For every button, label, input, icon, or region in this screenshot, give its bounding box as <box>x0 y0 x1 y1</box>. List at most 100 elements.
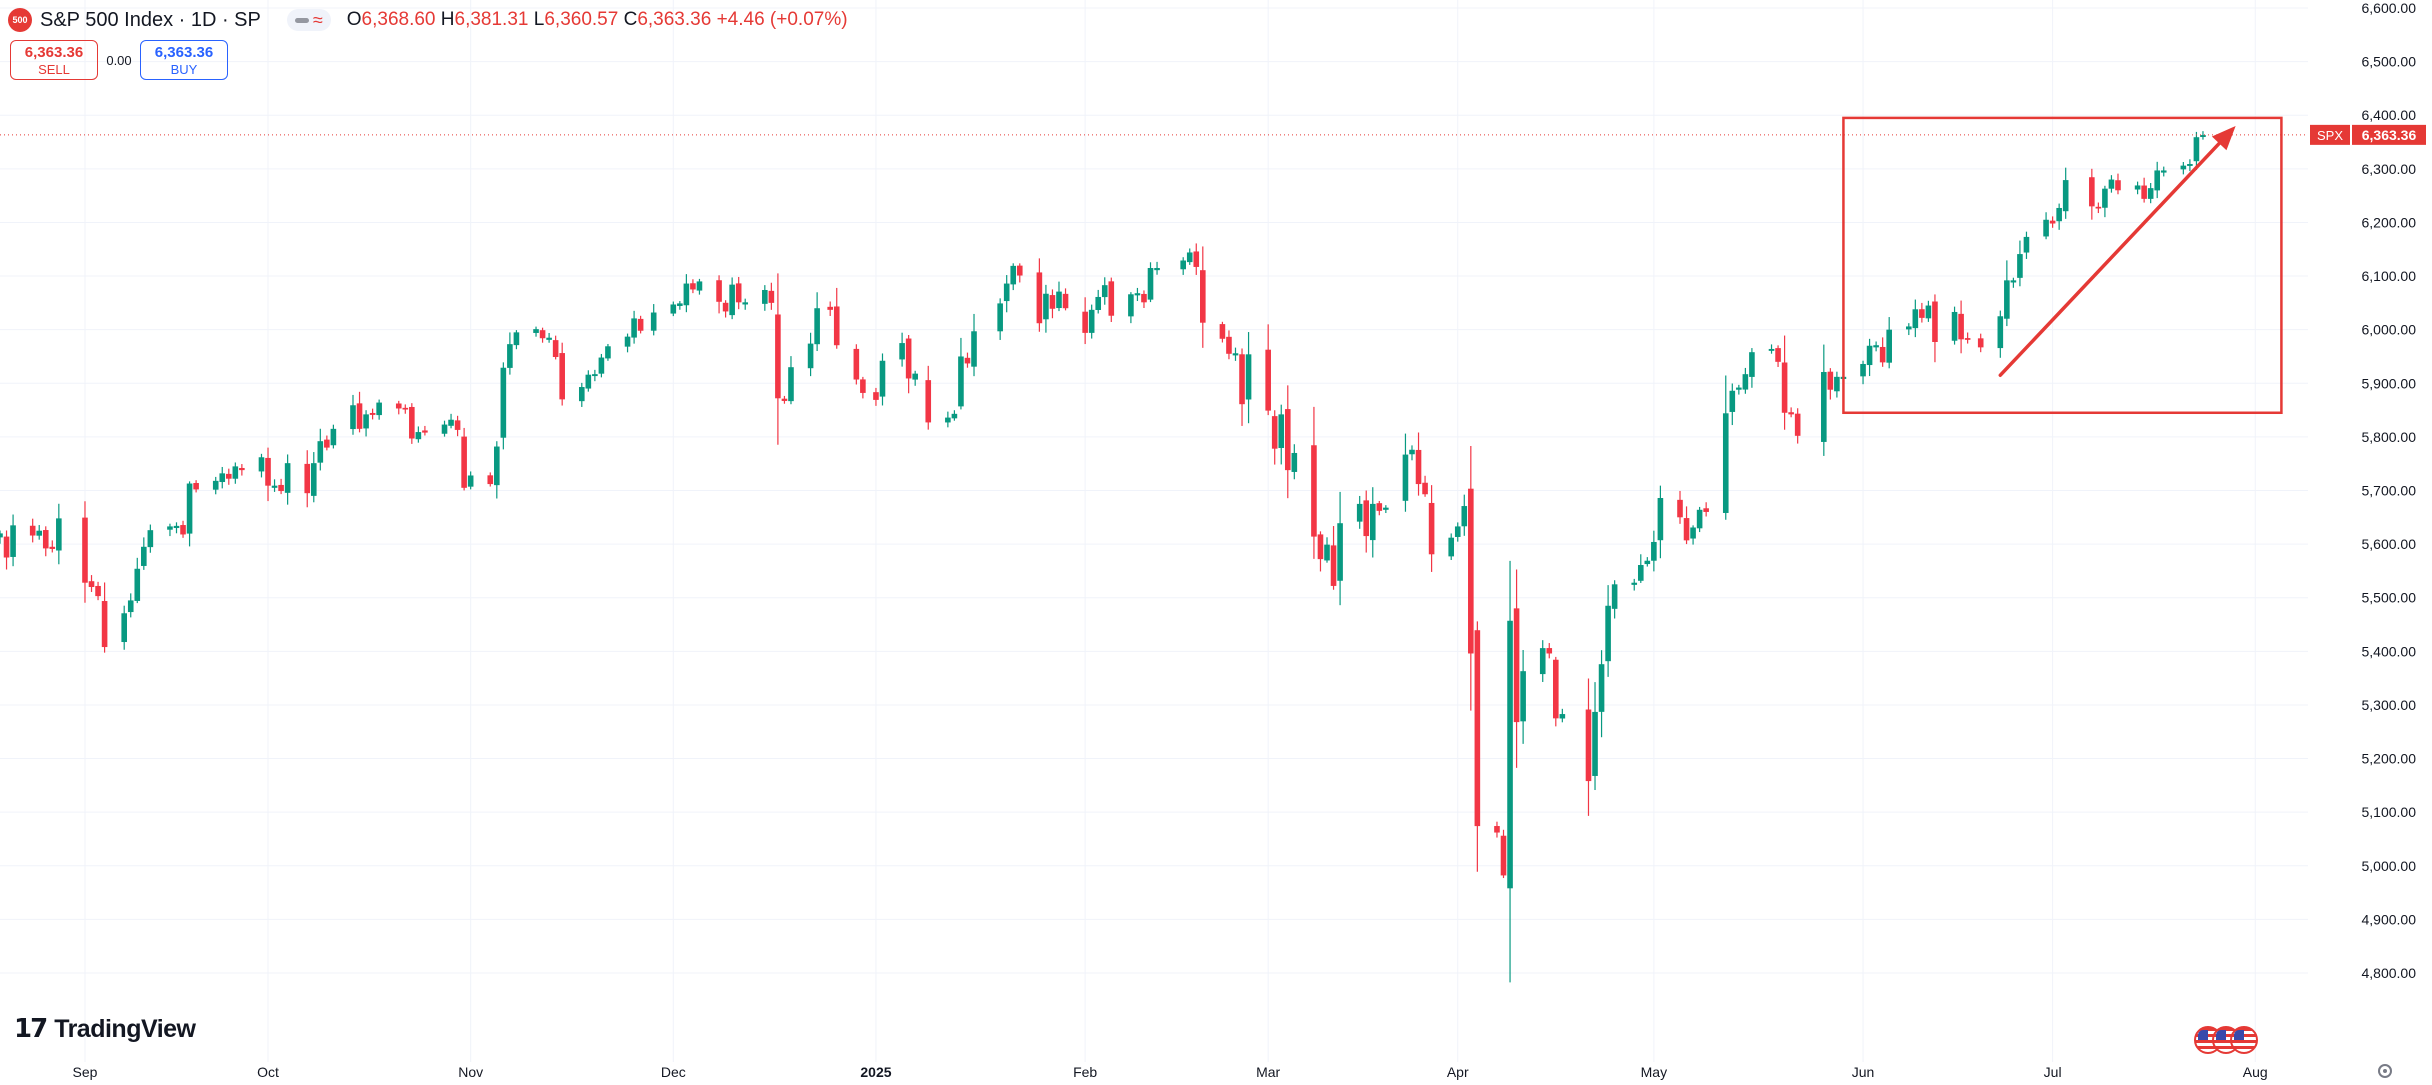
symbol-tag <box>2310 124 2350 145</box>
candle-body <box>441 424 448 434</box>
candle-body <box>605 346 611 359</box>
y-tick-label: 5,500.00 <box>2362 590 2417 606</box>
candle-body <box>1291 452 1298 472</box>
candle-body <box>781 398 788 401</box>
candle-body <box>1239 354 1245 405</box>
candle-body <box>101 601 108 648</box>
candle-body <box>363 414 369 429</box>
candle-body <box>742 302 749 305</box>
candle-body <box>716 280 722 302</box>
sell-button[interactable]: 6,363.36 SELL <box>10 40 98 80</box>
candle-body <box>1539 648 1546 675</box>
y-tick-label: 5,900.00 <box>2362 375 2417 391</box>
candle-body <box>409 406 415 439</box>
candle-body <box>1101 285 1108 298</box>
candle-body <box>873 392 879 400</box>
y-tick-label: 4,800.00 <box>2362 965 2417 981</box>
low-value: 6,360.57 <box>544 9 619 30</box>
y-tick-label: 6,200.00 <box>2362 214 2417 230</box>
collapse-icon[interactable] <box>294 17 309 23</box>
candle-body <box>624 336 631 347</box>
highlight-rectangle <box>1842 116 2283 415</box>
candle-body <box>1827 371 1834 390</box>
candle-body <box>1284 409 1291 471</box>
candle-body <box>1631 582 1638 585</box>
price-axis[interactable]: 4,800.00 4,900.00 5,000.00 5,100.00 5,200.00… <box>2310 0 2426 981</box>
sell-label: SELL <box>38 62 70 77</box>
candle-body <box>533 329 539 333</box>
candle-body <box>997 303 1003 332</box>
candle-body <box>1448 537 1455 557</box>
last-price-label: 6,363.36 <box>2362 127 2417 143</box>
candle-body <box>1696 509 1703 529</box>
candle-body <box>1369 503 1376 541</box>
candle-body <box>1553 659 1559 719</box>
candle-body <box>951 413 958 419</box>
candle-body <box>1821 372 1827 442</box>
x-tick-label: Feb <box>1073 1064 1097 1080</box>
y-tick-label: 5,400.00 <box>2362 643 2417 659</box>
candle-body <box>500 367 507 438</box>
candle-body <box>1200 270 1206 323</box>
candle-body <box>1324 544 1330 561</box>
y-tick-label: 5,600.00 <box>2362 536 2417 552</box>
tradingview-logo-icon: 17 <box>14 1014 48 1044</box>
candle-body <box>1245 354 1252 400</box>
candle-body <box>2043 219 2049 237</box>
candle-body <box>1036 272 1043 324</box>
sp500-icon[interactable]: 500 <box>8 8 32 32</box>
candle-body <box>592 374 598 377</box>
candle-body <box>1932 301 1938 342</box>
candle-body <box>1677 499 1683 518</box>
candle-body <box>1193 251 1200 267</box>
candle-body <box>598 357 605 374</box>
candle-body <box>513 332 520 346</box>
candle-body <box>964 357 971 364</box>
candle-body <box>448 419 454 426</box>
candle-body <box>1977 338 1984 348</box>
candle-body <box>1454 526 1461 537</box>
spread-value: 0.00 <box>106 52 132 68</box>
candle-body <box>2187 164 2193 166</box>
tradingview-logo[interactable]: 17 TradingView <box>14 1014 196 1044</box>
x-tick-label: Apr <box>1447 1064 1469 1080</box>
candle-body <box>2141 185 2147 199</box>
candle-body <box>1128 294 1134 317</box>
buy-price: 6,363.36 <box>154 44 214 61</box>
candle-body <box>1866 345 1873 366</box>
y-tick-label: 6,600.00 <box>2362 0 2417 16</box>
candle-body <box>899 343 905 360</box>
candle-body <box>1409 449 1415 455</box>
candle-body <box>559 353 565 400</box>
candle-body <box>1356 503 1363 522</box>
candle-body <box>324 439 330 448</box>
drawing-annotations[interactable] <box>0 116 2308 415</box>
candle-body <box>1919 309 1925 318</box>
chart-style-pills[interactable]: ≈ <box>286 9 331 31</box>
candle-body <box>631 318 637 338</box>
candle-body <box>1337 523 1343 581</box>
symbol-title[interactable]: S&P 500 Index · 1D · SP <box>40 8 261 31</box>
candle-body <box>173 525 180 529</box>
candle-body <box>1049 295 1056 309</box>
market-flags[interactable] <box>2194 1026 2258 1054</box>
candle-body <box>1095 296 1102 310</box>
change-value: +4.46 (+0.07%) <box>716 9 848 30</box>
tradingview-wordmark: TradingView <box>54 1014 196 1043</box>
candle-body <box>1108 281 1115 316</box>
candle-body <box>1363 500 1370 537</box>
candle-body <box>330 428 337 446</box>
buy-button[interactable]: 6,363.36 BUY <box>140 40 228 80</box>
candle-body <box>186 483 193 534</box>
candle-body <box>232 466 239 479</box>
candle-body <box>225 473 232 479</box>
candle-body <box>278 484 284 492</box>
candle-body <box>879 360 886 397</box>
time-axis[interactable]: Sep Oct Nov Dec 2025 Feb Mar Apr May Jun Jul Aug <box>73 1064 2268 1080</box>
compare-icon[interactable]: ≈ <box>312 10 323 30</box>
settings-icon[interactable] <box>2378 1064 2392 1078</box>
x-tick-label: Sep <box>73 1064 98 1080</box>
candle-body <box>1043 293 1049 320</box>
candle-body <box>304 463 311 494</box>
